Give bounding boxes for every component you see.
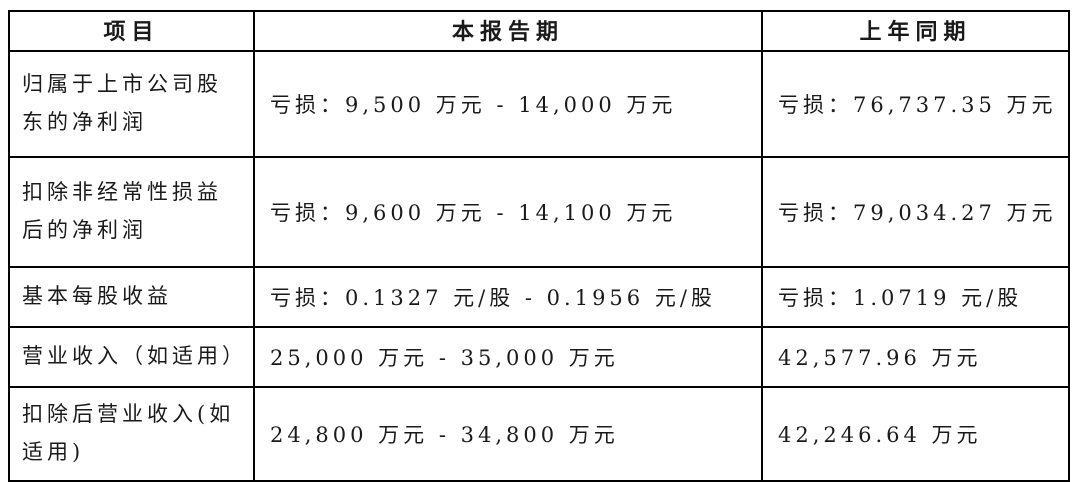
earnings-forecast-table: 项目 本报告期 上年同期 归属于上市公司股 东的净利润 亏损：9,500 万元 … <box>8 10 1070 482</box>
item-label: 扣除后营业收入(如 适用) <box>8 386 255 482</box>
item-label: 扣除非经常性损益 后的净利润 <box>8 156 255 268</box>
column-header-current-period: 本报告期 <box>253 10 763 52</box>
column-header-prior-year-period: 上年同期 <box>761 10 1070 52</box>
prior-year-value: 42,246.64 万元 <box>761 386 1070 482</box>
prior-year-value: 亏损：79,034.27 万元 <box>761 156 1070 268</box>
table-row-operating-revenue-after-deduction: 扣除后营业收入(如 适用) 24,800 万元 - 34,800 万元 42,2… <box>8 386 1070 482</box>
item-label: 营业收入（如适用） <box>8 326 255 388</box>
current-period-value: 亏损：0.1327 元/股 - 0.1956 元/股 <box>253 266 763 328</box>
table-row-net-profit-attributable: 归属于上市公司股 东的净利润 亏损：9,500 万元 - 14,000 万元 亏… <box>8 50 1070 158</box>
item-label: 基本每股收益 <box>8 266 255 328</box>
table-row-basic-eps: 基本每股收益 亏损：0.1327 元/股 - 0.1956 元/股 亏损：1.0… <box>8 266 1070 328</box>
column-header-item: 项目 <box>8 10 255 52</box>
current-period-value: 亏损：9,600 万元 - 14,100 万元 <box>253 156 763 268</box>
item-label: 归属于上市公司股 东的净利润 <box>8 50 255 158</box>
table-header-row: 项目 本报告期 上年同期 <box>8 10 1070 52</box>
current-period-value: 25,000 万元 - 35,000 万元 <box>253 326 763 388</box>
prior-year-value: 亏损：76,737.35 万元 <box>761 50 1070 158</box>
table-row-operating-revenue: 营业收入（如适用） 25,000 万元 - 35,000 万元 42,577.9… <box>8 326 1070 388</box>
prior-year-value: 42,577.96 万元 <box>761 326 1070 388</box>
current-period-value: 24,800 万元 - 34,800 万元 <box>253 386 763 482</box>
table-row-net-profit-excl-nonrecurring: 扣除非经常性损益 后的净利润 亏损：9,600 万元 - 14,100 万元 亏… <box>8 156 1070 268</box>
document-page: 项目 本报告期 上年同期 归属于上市公司股 东的净利润 亏损：9,500 万元 … <box>8 10 1070 482</box>
current-period-value: 亏损：9,500 万元 - 14,000 万元 <box>253 50 763 158</box>
prior-year-value: 亏损：1.0719 元/股 <box>761 266 1070 328</box>
